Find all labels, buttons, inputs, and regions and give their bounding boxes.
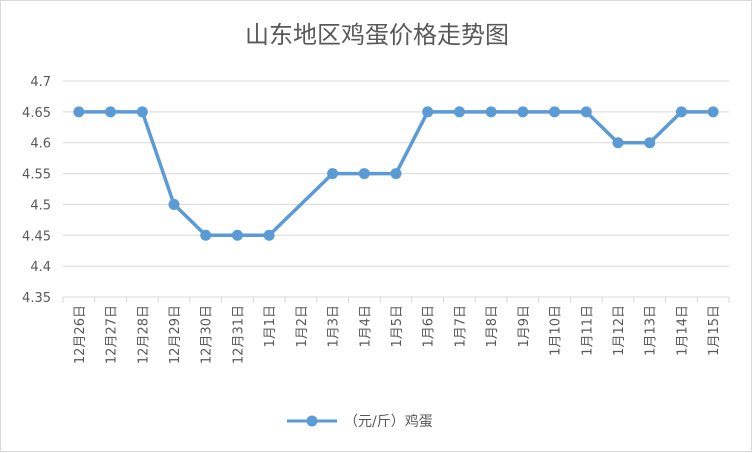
x-tick-label: 12月26日 [73, 305, 88, 364]
data-point [358, 168, 370, 180]
y-tick-label: 4.45 [22, 229, 51, 244]
y-tick-label: 4.4 [30, 260, 51, 275]
data-point [105, 106, 117, 118]
legend: （元/斤）鸡蛋 [287, 413, 433, 430]
data-point [327, 168, 339, 180]
data-point [485, 106, 497, 118]
data-point [707, 106, 719, 118]
x-tick-label: 12月30日 [200, 305, 215, 364]
data-point [612, 137, 624, 149]
data-point [73, 106, 85, 118]
x-tick-label: 1月7日 [453, 305, 468, 348]
x-tick-label: 1月5日 [390, 305, 405, 348]
x-tick-label: 12月31日 [231, 305, 246, 364]
x-tick-label: 1月14日 [675, 305, 690, 356]
data-point [549, 106, 561, 118]
x-axis: 12月26日 12月27日 12月28日 12月29日 12月30日 12月31日 1月1日… [62, 297, 730, 364]
data-point [200, 229, 212, 241]
y-axis-ticks: 4.35 4.4 4.45 4.5 4.55 4.6 4.65 4.7 [22, 75, 51, 306]
y-tick-label: 4.7 [30, 75, 51, 90]
x-tick-label: 1月11日 [580, 305, 595, 356]
x-tick-label: 1月4日 [358, 305, 373, 348]
x-tick-label: 12月28日 [136, 305, 151, 364]
x-tick-label: 1月9日 [517, 305, 532, 348]
x-tick-label: 1月1日 [263, 305, 278, 348]
data-point [136, 106, 148, 118]
x-tick-label: 1月15日 [707, 305, 722, 356]
data-point [231, 229, 243, 241]
data-point [644, 137, 656, 149]
y-tick-label: 4.55 [22, 168, 51, 183]
data-point [517, 106, 529, 118]
legend-label: （元/斤）鸡蛋 [344, 413, 433, 430]
x-tick-label: 12月27日 [105, 305, 120, 364]
data-point [168, 198, 180, 210]
x-tick-label: 1月13日 [644, 305, 659, 356]
data-point [453, 106, 465, 118]
y-tick-label: 4.65 [22, 106, 51, 121]
x-tick-label: 1月6日 [422, 305, 437, 348]
x-tick-label: 1月12日 [612, 305, 627, 356]
series-layer [73, 106, 719, 241]
y-tick-label: 4.35 [22, 291, 51, 306]
data-point [263, 229, 275, 241]
chart-title: 山东地区鸡蛋价格走势图 [245, 21, 509, 49]
x-tick-label: 12月29日 [168, 305, 183, 364]
grid-layer [63, 80, 729, 298]
data-point [422, 106, 434, 118]
x-tick-label: 1月2日 [295, 305, 310, 348]
data-point [580, 106, 592, 118]
y-tick-label: 4.5 [30, 198, 51, 213]
series-line [78, 110, 714, 238]
data-point [390, 168, 402, 180]
y-tick-label: 4.6 [30, 137, 51, 152]
legend-marker-swatch [306, 415, 318, 427]
x-tick-label: 1月10日 [549, 305, 564, 356]
data-point [675, 106, 687, 118]
x-tick-label: 1月3日 [327, 305, 342, 348]
x-tick-label: 1月8日 [485, 305, 500, 348]
